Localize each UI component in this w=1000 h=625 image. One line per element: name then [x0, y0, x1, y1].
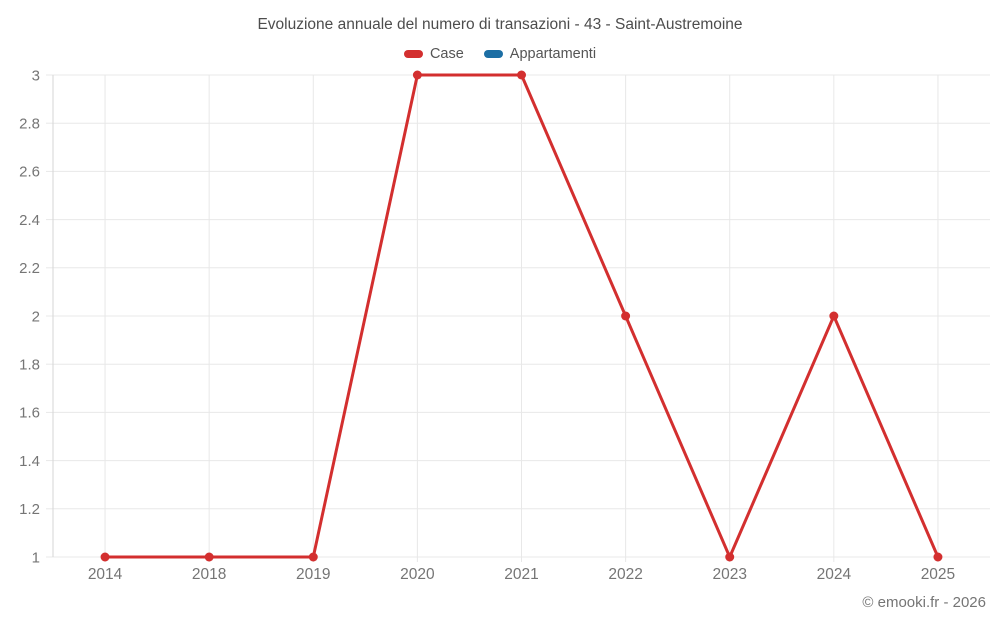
y-tick-label: 1.6: [19, 405, 40, 422]
data-point[interactable]: [829, 311, 839, 321]
copyright-text: © emooki.fr - 2026: [862, 594, 986, 611]
data-point[interactable]: [100, 552, 110, 562]
data-point[interactable]: [621, 311, 631, 321]
x-tick-label: 2021: [504, 566, 538, 583]
y-tick-label: 2: [32, 308, 40, 325]
data-point[interactable]: [517, 70, 526, 80]
x-tick-label: 2022: [608, 566, 642, 583]
y-tick-label: 2.4: [19, 212, 40, 229]
y-tick-label: 2.2: [19, 260, 40, 277]
chart-legend: Case Appartamenti: [0, 46, 1000, 62]
x-tick-label: 2014: [88, 566, 123, 583]
y-tick-label: 1.4: [19, 453, 40, 470]
data-point[interactable]: [412, 70, 422, 80]
y-tick-label: 2.6: [19, 164, 40, 181]
legend-label-appartamenti: Appartamenti: [509, 46, 597, 62]
x-tick-label: 2020: [400, 566, 435, 583]
x-tick-label: 2023: [712, 566, 746, 583]
legend-item-appartamenti[interactable]: Appartamenti: [483, 46, 597, 62]
y-tick-label: 1.8: [19, 356, 40, 373]
y-tick-label: 3: [32, 67, 40, 84]
data-point[interactable]: [308, 552, 318, 562]
data-point[interactable]: [933, 552, 943, 562]
x-tick-label: 2018: [192, 566, 226, 583]
x-tick-label: 2025: [921, 566, 955, 583]
x-tick-label: 2019: [296, 566, 330, 583]
y-tick-label: 1: [32, 549, 40, 566]
y-tick-label: 2.8: [19, 115, 40, 132]
case-series-swatch-icon: [403, 50, 423, 58]
data-point[interactable]: [204, 552, 214, 562]
appartamenti-series-swatch-icon: [483, 50, 503, 58]
legend-item-case[interactable]: Case: [403, 46, 464, 62]
legend-label-case: Case: [429, 46, 464, 62]
data-point[interactable]: [725, 552, 735, 562]
chart-title: Evoluzione annuale del numero di transaz…: [257, 16, 743, 33]
y-tick-label: 1.2: [19, 501, 40, 518]
x-tick-label: 2024: [817, 566, 852, 583]
